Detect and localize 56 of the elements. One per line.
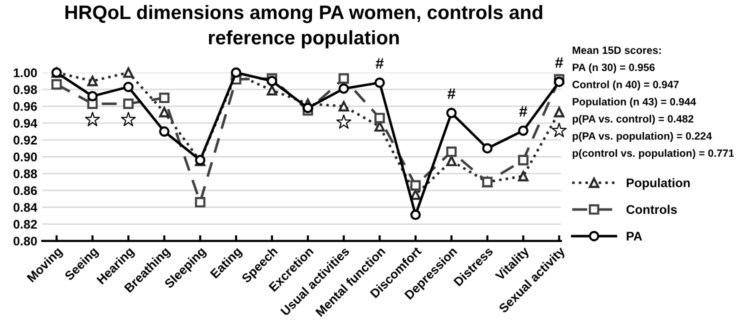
annotation: # [555, 57, 564, 68]
text: p(PA vs. population) = 0.224 [572, 132, 712, 142]
y-tick-label: 0.86 [14, 186, 37, 196]
point [194, 196, 206, 208]
point [410, 210, 421, 220]
point [554, 106, 564, 118]
legend-label: Controls [626, 204, 677, 214]
point [87, 76, 98, 86]
chart-title: HRQoL dimensions among PA women, controls and reference population [65, 4, 542, 48]
legend-label: PA [626, 232, 642, 240]
text: Population (n 43) = 0.944 [572, 98, 696, 108]
annotation: # [447, 88, 456, 99]
point [123, 82, 134, 92]
text: Control (n 40) = 0.947 [572, 80, 679, 90]
point [554, 76, 564, 88]
point [518, 125, 528, 136]
point [338, 83, 349, 94]
point [374, 77, 385, 88]
text: Mean 15D scores: [572, 46, 661, 54]
point [374, 112, 385, 124]
point [51, 79, 62, 90]
text: p(control vs. population) = 0.771 [572, 149, 734, 159]
point [159, 106, 170, 118]
point [123, 98, 134, 109]
annotation: # [519, 106, 528, 117]
point [338, 73, 349, 84]
legend-label: Population [626, 178, 690, 190]
point [410, 189, 421, 200]
y-tick-label: 0.84 [14, 203, 38, 212]
y-tick-label: 0.96 [14, 102, 37, 111]
point [446, 146, 457, 157]
annotation: # [376, 58, 384, 69]
point [446, 108, 457, 118]
y-tick-label: 0.90 [14, 152, 37, 162]
point [266, 76, 278, 86]
point [518, 154, 528, 166]
y-tick-label: 0.82 [14, 220, 37, 229]
point [159, 126, 170, 137]
point [410, 180, 421, 191]
y-tick-label: 0.98 [14, 85, 37, 94]
y-tick-label: 0.94 [14, 118, 38, 128]
point [266, 85, 278, 96]
point [482, 143, 493, 154]
y-tick-label: 0.92 [14, 136, 37, 145]
point [302, 102, 314, 114]
y-tick-label: 0.80 [14, 236, 37, 246]
point [338, 101, 349, 112]
y-tick-label: 0.88 [14, 169, 37, 178]
point [123, 67, 134, 78]
point [518, 170, 528, 182]
text: PA (n 30) = 0.956 [572, 63, 655, 74]
point [446, 156, 457, 166]
y-tick-label: 1.00 [14, 68, 37, 78]
point [87, 90, 98, 102]
text: p(PA vs. control) = 0.482 [572, 114, 694, 125]
point [159, 92, 170, 104]
